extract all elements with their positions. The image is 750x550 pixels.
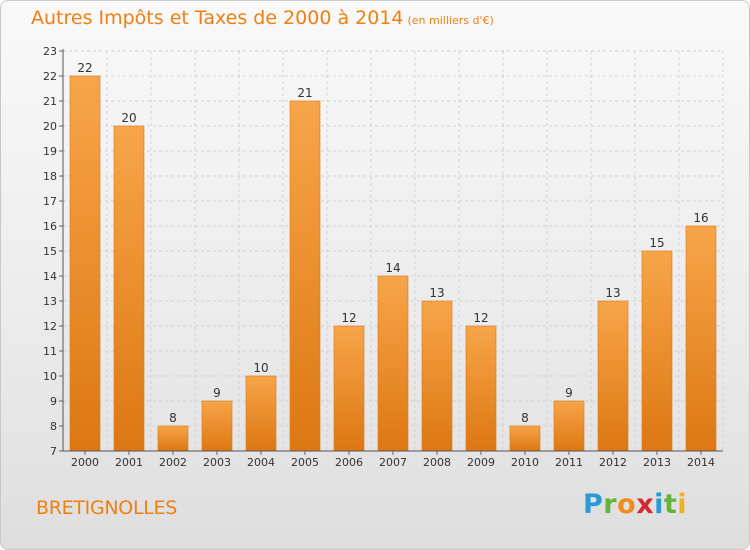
- bar: [421, 300, 453, 452]
- bar-value-label: 21: [297, 86, 312, 100]
- bar-value-label: 8: [169, 411, 177, 425]
- x-tick-label: 2008: [423, 456, 451, 469]
- y-tick-label: 18: [43, 170, 57, 183]
- bar-value-label: 10: [253, 361, 268, 375]
- location-name: BRETIGNOLLES: [36, 497, 177, 519]
- labels: 7 8 9 10 11 12 13 14 15 16 17 18 19 20 21 22 23 22 2000 20 2…: [43, 45, 715, 469]
- bar-value-label: 14: [385, 261, 400, 275]
- bar: [377, 275, 409, 452]
- x-tick-label: 2005: [291, 456, 319, 469]
- bar-value-label: 20: [121, 111, 136, 125]
- bar-value-label: 8: [521, 411, 529, 425]
- y-tick-label: 7: [50, 445, 57, 458]
- logo-letter: i: [677, 489, 688, 520]
- bar: [289, 100, 321, 452]
- bar: [553, 400, 585, 452]
- x-tick-label: 2000: [71, 456, 99, 469]
- bar-value-label: 22: [77, 61, 92, 75]
- bar: [69, 75, 101, 452]
- y-tick-label: 17: [43, 195, 57, 208]
- bar-value-label: 13: [429, 286, 444, 300]
- y-tick-label: 23: [43, 45, 57, 58]
- bar: [245, 375, 277, 452]
- x-tick-label: 2007: [379, 456, 407, 469]
- logo-letter: o: [617, 489, 637, 520]
- chart-title-unit: (en milliers d'€): [407, 14, 494, 27]
- logo-letter: i: [654, 489, 664, 520]
- logo-letter: x: [636, 489, 655, 520]
- y-tick-label: 11: [43, 345, 57, 358]
- bar-value-label: 13: [605, 286, 620, 300]
- x-tick-label: 2001: [115, 456, 143, 469]
- y-tick-label: 14: [43, 270, 57, 283]
- x-tick-label: 2013: [643, 456, 671, 469]
- bar: [641, 250, 673, 452]
- x-tick-label: 2006: [335, 456, 363, 469]
- bar: [333, 325, 365, 452]
- bar-value-label: 12: [473, 311, 488, 325]
- bar: [157, 425, 189, 452]
- x-tick-label: 2003: [203, 456, 231, 469]
- bar: [201, 400, 233, 452]
- bar: [465, 325, 497, 452]
- chart-title: Autres Impôts et Taxes de 2000 à 2014 (en…: [31, 7, 494, 29]
- logo-letter: r: [603, 489, 618, 520]
- bar: [113, 125, 145, 452]
- y-tick-label: 13: [43, 295, 57, 308]
- y-tick-label: 21: [43, 95, 57, 108]
- x-tick-label: 2014: [687, 456, 715, 469]
- chart-title-main: Autres Impôts et Taxes de 2000 à 2014: [31, 7, 404, 29]
- y-tick-label: 16: [43, 220, 57, 233]
- x-tick-label: 2011: [555, 456, 583, 469]
- bar-value-label: 9: [213, 386, 221, 400]
- bar: [509, 425, 541, 452]
- bar-value-label: 12: [341, 311, 356, 325]
- y-tick-label: 15: [43, 245, 57, 258]
- y-tick-label: 12: [43, 320, 57, 333]
- logo-letter: P: [583, 489, 604, 520]
- logo-letter: t: [663, 489, 678, 520]
- x-tick-label: 2002: [159, 456, 187, 469]
- bar: [597, 300, 629, 452]
- bar: [685, 225, 717, 452]
- proxiti-logo: Proxiti: [583, 489, 687, 520]
- x-tick-label: 2012: [599, 456, 627, 469]
- bar-value-label: 16: [693, 211, 708, 225]
- y-tick-label: 8: [50, 420, 57, 433]
- y-tick-label: 20: [43, 120, 57, 133]
- bar-value-label: 15: [649, 236, 664, 250]
- x-tick-label: 2010: [511, 456, 539, 469]
- bars: [69, 75, 717, 452]
- y-tick-label: 22: [43, 70, 57, 83]
- y-tick-label: 10: [43, 370, 57, 383]
- axes: [59, 49, 723, 455]
- x-tick-label: 2004: [247, 456, 275, 469]
- y-tick-label: 19: [43, 145, 57, 158]
- y-tick-label: 9: [50, 395, 57, 408]
- bar-value-label: 9: [565, 386, 573, 400]
- x-tick-label: 2009: [467, 456, 495, 469]
